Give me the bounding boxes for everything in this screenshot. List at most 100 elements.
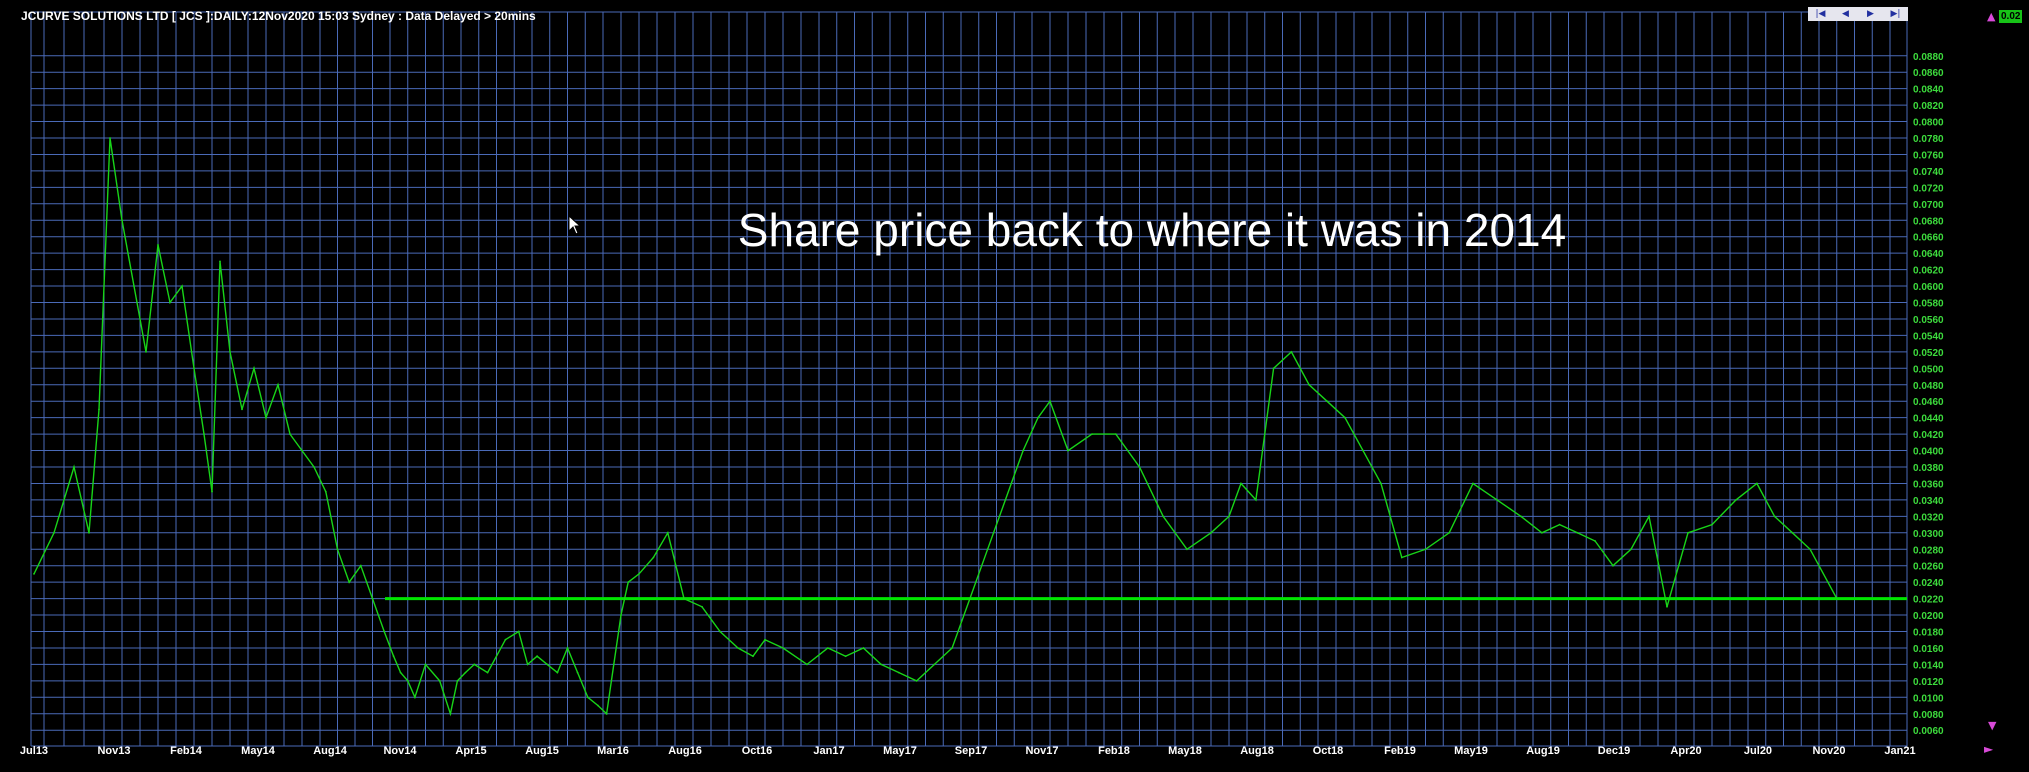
price-point	[456, 680, 459, 682]
skip-last-icon[interactable]: ▶|	[1890, 9, 1901, 19]
x-tick-label: Nov14	[383, 745, 417, 757]
x-tick-label: Aug15	[525, 745, 559, 757]
price-point	[752, 655, 754, 658]
price-point	[1735, 499, 1737, 501]
y-tick-label: 0.0680	[1913, 216, 1944, 227]
x-tick-label: Aug16	[668, 745, 702, 757]
price-point	[1400, 556, 1403, 559]
scroll-right-marker-icon[interactable]: ►	[1984, 742, 1994, 756]
price-point	[576, 671, 579, 674]
price-point	[157, 244, 159, 246]
y-tick-label: 0.0260	[1913, 562, 1944, 573]
price-point	[1576, 531, 1579, 534]
x-tick-label: Nov13	[97, 745, 130, 757]
y-tick-label: 0.0240	[1913, 578, 1944, 589]
price-point	[359, 564, 362, 567]
price-series-layer	[33, 137, 1838, 717]
y-tick-label: 0.0360	[1913, 479, 1944, 490]
price-point	[133, 285, 135, 287]
y-tick-label: 0.0380	[1913, 463, 1944, 474]
price-point	[121, 219, 123, 222]
price-point	[652, 556, 655, 559]
price-point	[219, 260, 221, 263]
price-point	[265, 416, 267, 419]
y-axis-ticks: 0.0880 0.0860 0.0840 0.0820 0.0800 0.0780 0.07…	[1913, 52, 1944, 737]
y-tick-label: 0.0780	[1913, 134, 1944, 145]
last-price-badge: 0.02	[1999, 10, 2023, 23]
price-point	[1791, 531, 1794, 534]
price-point	[638, 573, 640, 575]
price-point	[1114, 433, 1117, 435]
y-tick-label: 0.0820	[1913, 101, 1944, 112]
y-tick-label: 0.0080	[1913, 710, 1944, 721]
price-point	[1272, 367, 1275, 370]
price-point	[933, 663, 936, 666]
price-point	[1210, 531, 1212, 534]
price-point	[1835, 597, 1838, 600]
price-point	[844, 655, 847, 658]
y-tick-label: 0.0420	[1913, 430, 1944, 441]
x-tick-label: May17	[883, 745, 917, 757]
y-tick-label: 0.0140	[1913, 660, 1944, 671]
price-point	[1067, 449, 1069, 452]
price-point	[1648, 515, 1650, 518]
y-tick-label: 0.0660	[1913, 233, 1944, 244]
y-tick-label: 0.0600	[1913, 282, 1944, 293]
price-point	[862, 647, 865, 649]
price-point	[556, 671, 559, 674]
price-point	[241, 408, 243, 411]
price-point	[898, 671, 900, 674]
skip-first-icon[interactable]: |◀	[1815, 9, 1826, 19]
price-point	[597, 704, 599, 707]
y-tick-label: 0.0220	[1913, 595, 1944, 606]
y-tick-label: 0.0520	[1913, 348, 1944, 359]
x-tick-label: Aug18	[1240, 745, 1274, 757]
price-point	[1520, 515, 1522, 518]
x-tick-label: Apr20	[1670, 745, 1701, 757]
price-point	[392, 655, 395, 658]
price-point	[1240, 482, 1242, 485]
y-tick-label: 0.0200	[1913, 611, 1944, 622]
price-point	[1344, 416, 1346, 419]
price-point	[1496, 499, 1498, 501]
price-point	[517, 630, 520, 633]
price-point	[399, 671, 402, 674]
x-tick-label: Feb18	[1098, 745, 1130, 757]
y-tick-label: 0.0500	[1913, 364, 1944, 375]
next-icon[interactable]: ▶	[1867, 9, 1874, 19]
y-tick-label: 0.0880	[1913, 52, 1944, 63]
price-point	[181, 285, 183, 287]
price-point	[737, 647, 739, 649]
prev-icon[interactable]: ◀	[1842, 9, 1849, 19]
price-point	[915, 680, 918, 682]
price-point	[1472, 482, 1474, 485]
scroll-down-marker-icon[interactable]: ▼	[1988, 719, 1997, 732]
price-point	[526, 663, 529, 666]
price-point	[586, 696, 589, 699]
price-point	[1424, 548, 1427, 551]
price-point	[449, 712, 452, 715]
price-point	[504, 638, 507, 641]
price-point	[1448, 531, 1451, 534]
y-tick-label: 0.0560	[1913, 315, 1944, 326]
y-tick-label: 0.0760	[1913, 150, 1944, 161]
y-tick-label: 0.0320	[1913, 512, 1944, 523]
price-point	[1162, 515, 1165, 518]
y-tick-label: 0.0300	[1913, 529, 1944, 540]
price-point	[1687, 531, 1689, 534]
scroll-up-marker-icon[interactable]: ▲	[1987, 10, 1996, 23]
price-point	[1138, 466, 1141, 468]
price-point	[486, 671, 489, 674]
chart-nav-bar: |◀ ◀ ▶ ▶|	[1808, 7, 1908, 21]
price-point	[169, 301, 171, 304]
x-tick-label: Mar16	[597, 745, 629, 757]
y-tick-label: 0.0440	[1913, 414, 1944, 425]
price-point	[289, 433, 291, 435]
y-tick-label: 0.0700	[1913, 200, 1944, 211]
price-point	[1541, 531, 1543, 534]
price-point	[683, 597, 685, 600]
y-tick-label: 0.0620	[1913, 266, 1944, 277]
price-point	[827, 647, 829, 649]
price-point	[1308, 383, 1310, 386]
